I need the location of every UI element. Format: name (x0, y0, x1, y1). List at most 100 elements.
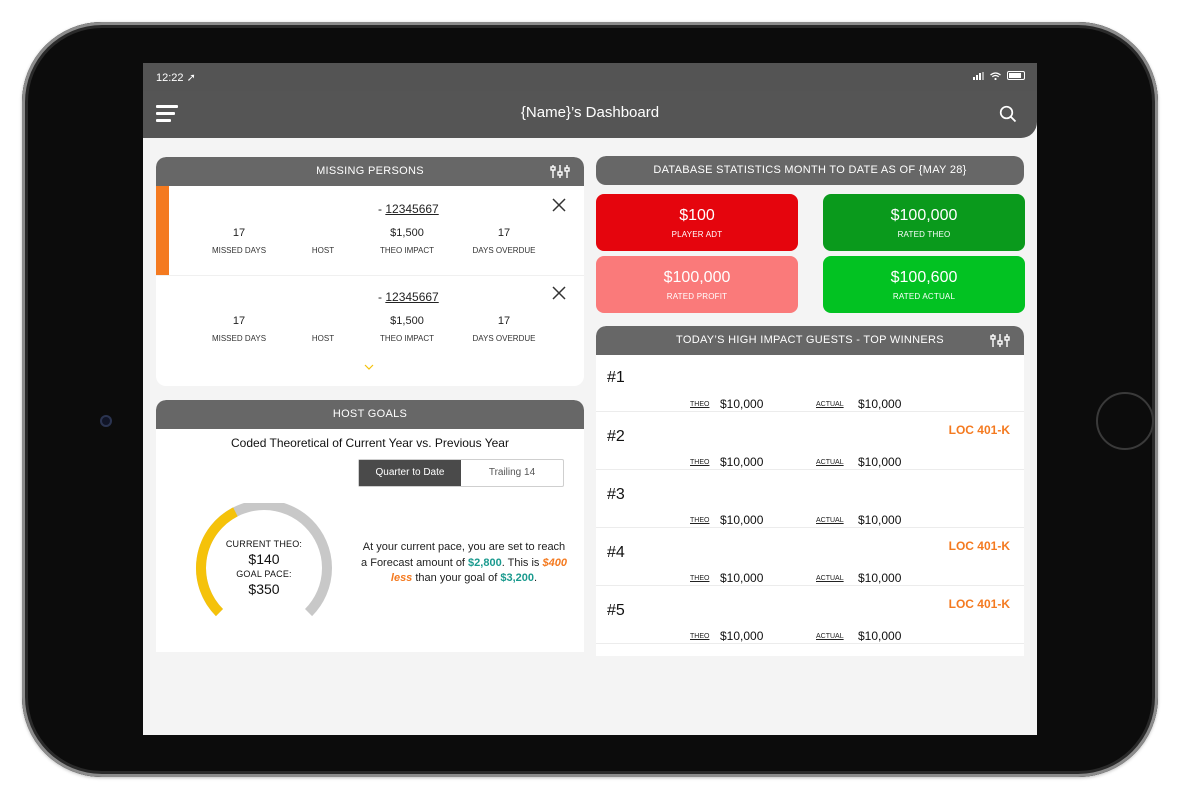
winner-rank: #1 (607, 369, 625, 386)
tile-rated-actual[interactable]: $100,600 RATED ACTUAL (823, 256, 1025, 313)
tile-value: $100,600 (890, 269, 958, 286)
days-overdue: 17 DAYS OVERDUE (472, 227, 536, 255)
missing-persons-title: MISSING PERSONS (316, 165, 424, 177)
winner-row[interactable]: #2 LOC 401-K THEO $10,000 ACTUAL $10,000 (596, 413, 1024, 470)
winner-row[interactable]: #5 LOC 401-K THEO $10,000 ACTUAL $10,000 (596, 587, 1024, 644)
tile-value: $100 (679, 207, 715, 224)
player-id[interactable]: - 12345667 (378, 290, 439, 304)
status-icons (973, 71, 1025, 80)
top-winners-card: TODAY’S HIGH IMPACT GUESTS - TOP WINNERS… (596, 326, 1024, 656)
filter-icon[interactable] (990, 333, 1010, 348)
top-bar: {Name}’s Dashboard (143, 91, 1037, 138)
actual-label: ACTUAL (816, 575, 844, 582)
winner-rank: #5 (607, 602, 625, 619)
chevron-down-icon[interactable] (364, 364, 374, 370)
theo-label: THEO (690, 633, 710, 640)
forecast-shortfall: $400 less (390, 556, 567, 585)
theo-impact: $1,500 THEO IMPACT (379, 315, 435, 343)
close-icon[interactable] (552, 198, 566, 212)
actual-value: $10,000 (858, 629, 902, 643)
menu-icon[interactable] (156, 105, 178, 123)
host: HOST (311, 246, 335, 255)
theo-value: $10,000 (720, 455, 764, 469)
gauge-fill (196, 507, 238, 617)
search-icon[interactable] (999, 105, 1017, 123)
db-stats-title: DATABASE STATISTICS MONTH TO DATE AS OF … (653, 164, 967, 176)
player-id[interactable]: - 12345667 (378, 202, 439, 216)
missing-person-row[interactable]: - 12345667 17 MISSED DAYS HOST $1,500 THEO… (156, 186, 584, 276)
goal-amount: $3,200 (500, 572, 535, 584)
tile-rated-profit[interactable]: $100,000 RATED PROFIT (596, 256, 798, 313)
actual-value: $10,000 (858, 571, 902, 585)
top-winners-title: TODAY’S HIGH IMPACT GUESTS - TOP WINNERS (676, 334, 944, 346)
top-winners-header: TODAY’S HIGH IMPACT GUESTS - TOP WINNERS (596, 326, 1024, 355)
missing-persons-card: MISSING PERSONS - 12345667 17 MISSED DAYS… (156, 157, 584, 386)
tile-label: PLAYER ADT (671, 230, 723, 239)
goal-pace-label: GOAL PACE: (236, 569, 292, 579)
actual-value: $10,000 (858, 455, 902, 469)
battery-icon (1007, 71, 1025, 80)
days-overdue: 17 DAYS OVERDUE (472, 315, 536, 343)
period-toggle: Quarter to Date Trailing 14 (358, 459, 564, 487)
screen: 12:22 ➚ {Name}’s Dashboard MISSING PERSO… (143, 63, 1037, 735)
tile-value: $100,000 (890, 207, 958, 224)
tile-value: $100,000 (663, 269, 731, 286)
tile-label: RATED PROFIT (666, 292, 728, 301)
host-goals-title: HOST GOALS (332, 408, 408, 420)
host: HOST (311, 334, 335, 343)
wifi-icon (990, 71, 1001, 80)
signal-icon (973, 71, 984, 80)
actual-value: $10,000 (858, 513, 902, 527)
filter-icon[interactable] (550, 164, 570, 179)
host-goals-subtitle: Coded Theoretical of Current Year vs. Pr… (231, 436, 509, 450)
missed-days: 17 MISSED DAYS (211, 227, 267, 255)
actual-value: $10,000 (858, 397, 902, 411)
actual-label: ACTUAL (816, 517, 844, 524)
theo-label: THEO (690, 517, 710, 524)
host-goals-card: HOST GOALS Coded Theoretical of Current … (156, 400, 584, 652)
tab-quarter-to-date[interactable]: Quarter to Date (359, 460, 461, 486)
missing-person-row[interactable]: - 12345667 17 MISSED DAYS HOST $1,500 THEO… (156, 275, 584, 364)
winner-rank: #2 (607, 428, 625, 445)
host-goals-header: HOST GOALS (156, 400, 584, 429)
home-button[interactable] (1096, 392, 1154, 450)
tab-trailing-14[interactable]: Trailing 14 (488, 467, 536, 478)
missed-days: 17 MISSED DAYS (211, 315, 267, 343)
page-title: {Name}’s Dashboard (520, 104, 660, 121)
status-time: 12:22 ➚ (156, 72, 196, 84)
tile-player-adt[interactable]: $100 PLAYER ADT (596, 194, 798, 251)
theo-label: THEO (690, 575, 710, 582)
loc-badge: LOC 401-K (948, 597, 1010, 611)
winner-rank: #3 (607, 486, 625, 503)
actual-label: ACTUAL (816, 401, 844, 408)
missing-persons-header: MISSING PERSONS (156, 157, 584, 186)
tile-rated-theo[interactable]: $100,000 RATED THEO (823, 194, 1025, 251)
winner-row[interactable]: #3 THEO $10,000 ACTUAL $10,000 (596, 471, 1024, 528)
winner-row[interactable]: #4 LOC 401-K THEO $10,000 ACTUAL $10,000 (596, 529, 1024, 586)
actual-label: ACTUAL (816, 633, 844, 640)
winner-row[interactable]: #1 THEO $10,000 ACTUAL $10,000 (596, 355, 1024, 412)
tile-label: RATED THEO (897, 230, 951, 239)
current-theo-label: CURRENT THEO: (225, 539, 303, 549)
goal-pace-value: $350 (248, 581, 280, 597)
loc-badge: LOC 401-K (948, 539, 1010, 553)
theo-label: THEO (690, 459, 710, 466)
theo-value: $10,000 (720, 571, 764, 585)
db-stats-card: DATABASE STATISTICS MONTH TO DATE AS OF … (596, 156, 1024, 185)
theo-value: $10,000 (720, 513, 764, 527)
tile-label: RATED ACTUAL (892, 292, 956, 301)
theo-value: $10,000 (720, 629, 764, 643)
gauge-readout: CURRENT THEO: $140 GOAL PACE: $350 (192, 539, 336, 599)
loc-badge: LOC 401-K (948, 423, 1010, 437)
winner-rank: #4 (607, 544, 625, 561)
current-theo-value: $140 (248, 551, 280, 567)
status-bar: 12:22 ➚ (143, 63, 1037, 91)
forecast-amount: $2,800 (468, 556, 502, 569)
db-stats-header: DATABASE STATISTICS MONTH TO DATE AS OF … (596, 156, 1024, 185)
goal-gauge (196, 503, 332, 617)
camera (100, 415, 112, 427)
close-icon[interactable] (552, 286, 566, 300)
theo-label: THEO (690, 401, 710, 408)
theo-value: $10,000 (720, 397, 764, 411)
theo-impact: $1,500 THEO IMPACT (379, 227, 435, 255)
